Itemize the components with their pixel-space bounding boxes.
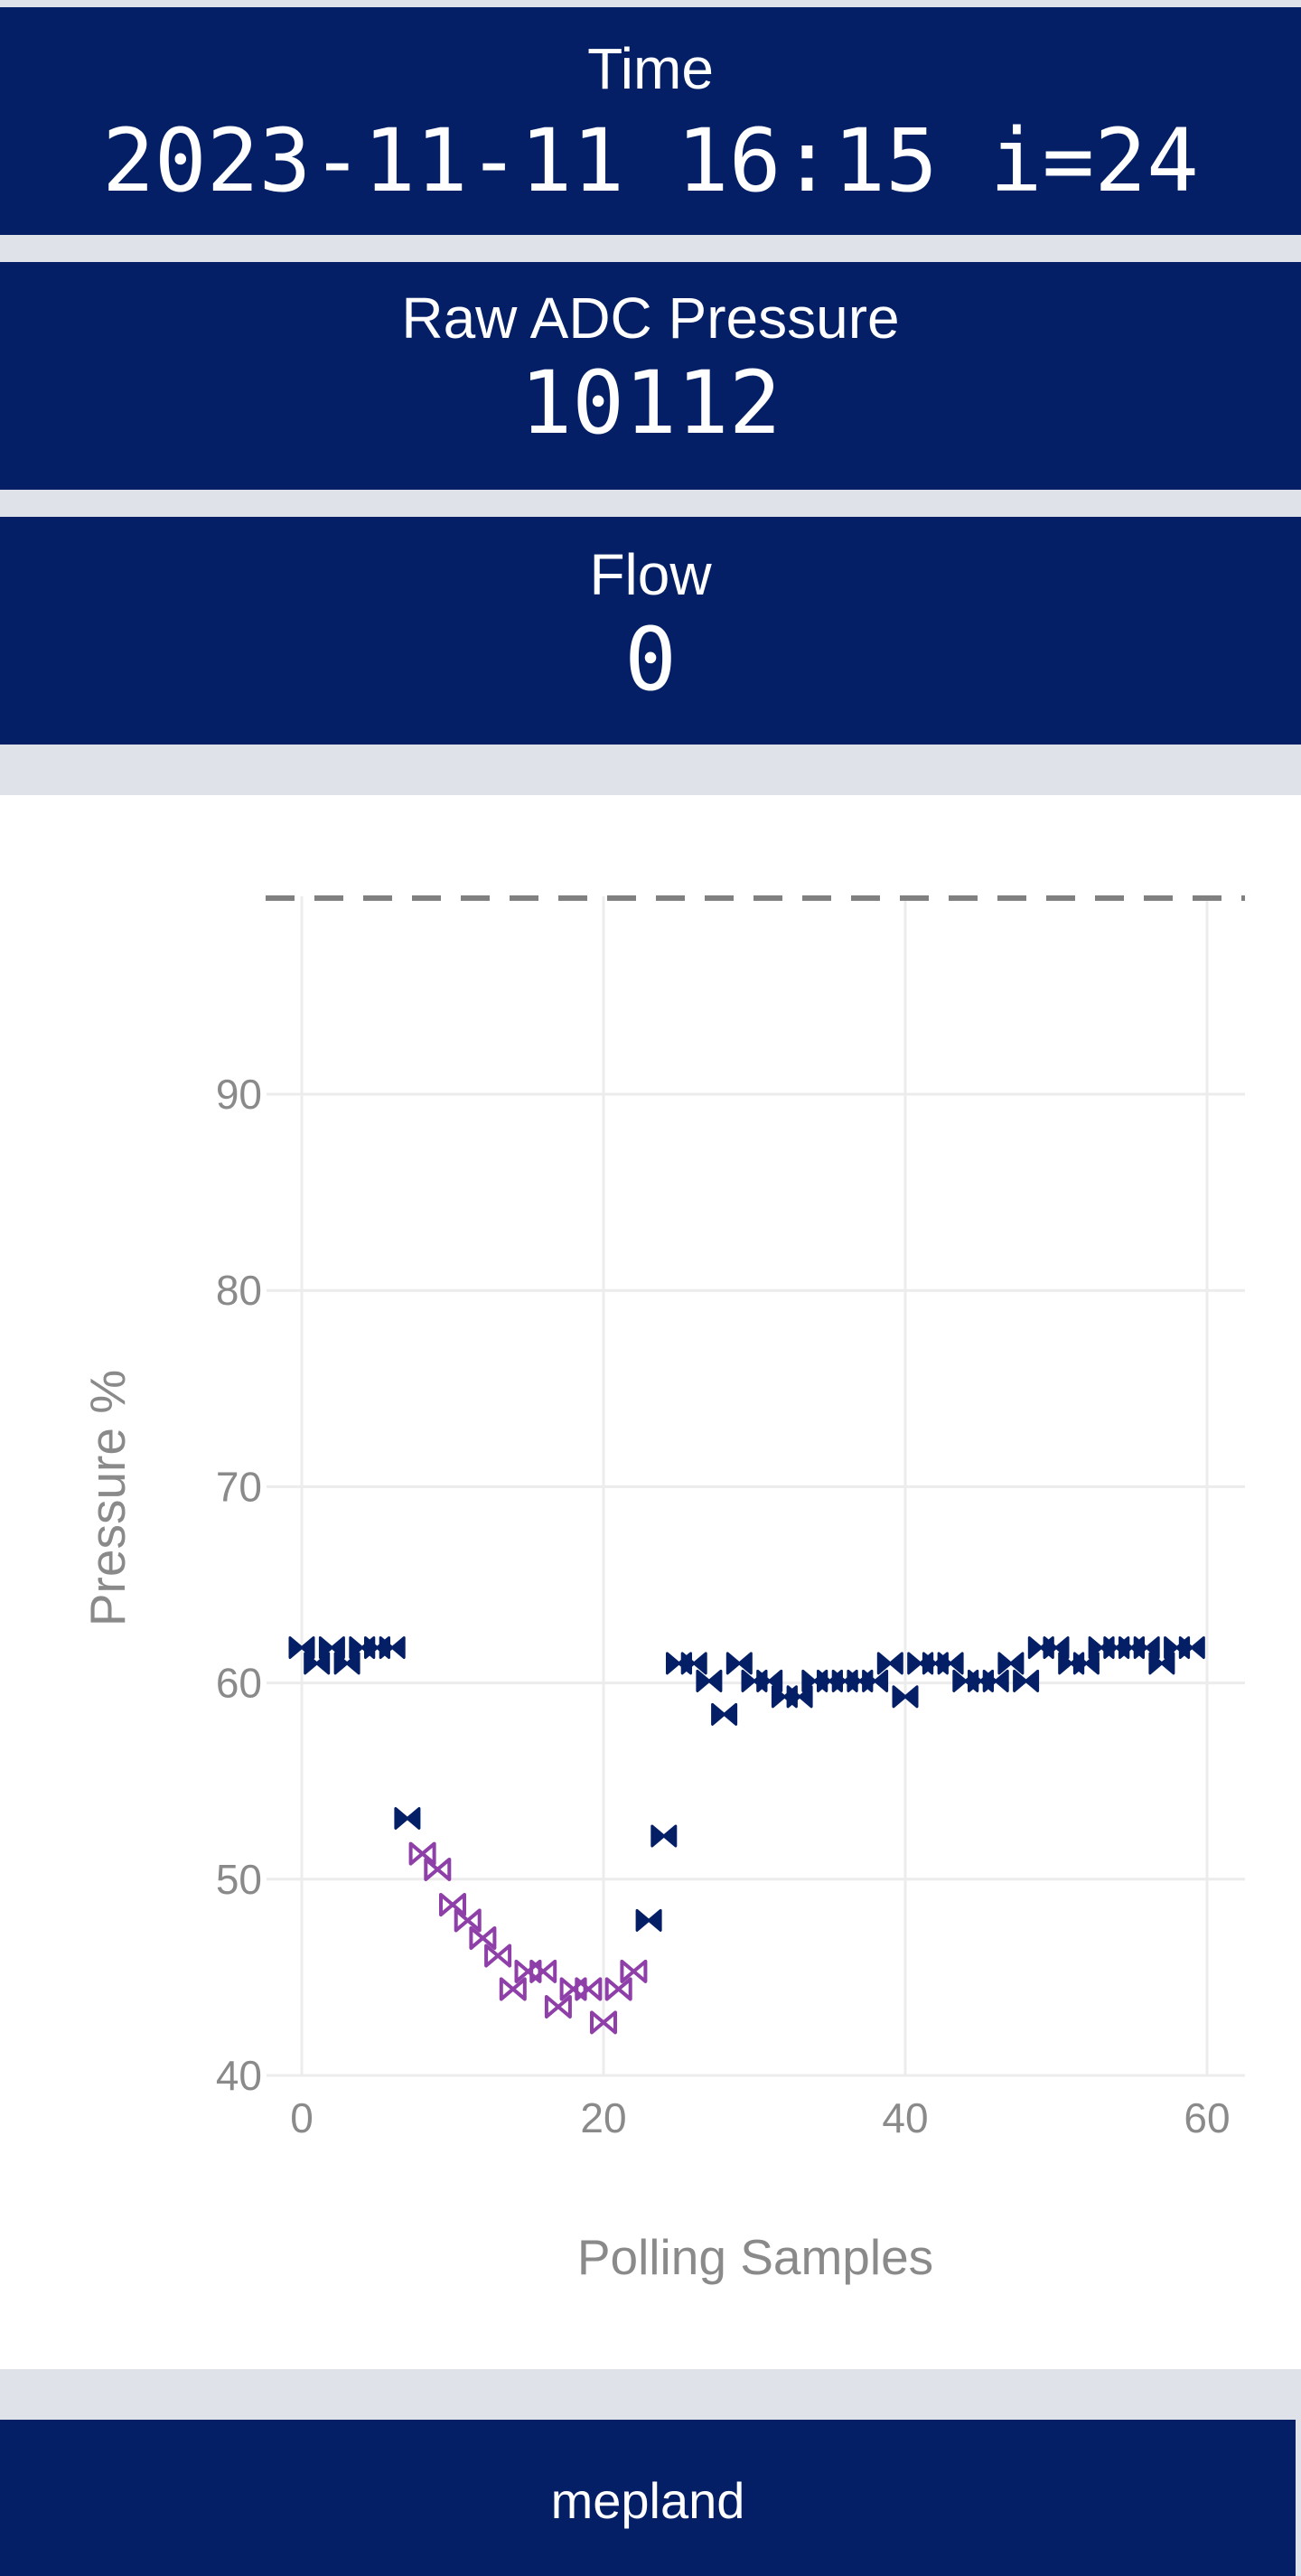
y-axis-label: Pressure % — [80, 1370, 136, 1626]
data-point — [862, 1669, 889, 1692]
data-point-low — [544, 1994, 572, 2019]
data-point — [288, 1636, 315, 1660]
data-point — [1072, 1652, 1100, 1675]
time-value: 2023-11-11 16:15 i=24 — [102, 110, 1199, 211]
footer-brand[interactable]: mepland — [550, 2472, 745, 2529]
data-point-low — [559, 1977, 587, 2001]
y-tick-label: 80 — [216, 1267, 262, 1314]
data-point — [680, 1652, 707, 1675]
chart-points — [288, 1636, 1205, 2035]
data-point — [982, 1669, 1009, 1692]
data-point-low — [408, 1841, 436, 1866]
x-tick-label: 40 — [882, 2094, 928, 2141]
data-point — [1043, 1636, 1070, 1660]
x-tick-label: 20 — [580, 2094, 626, 2141]
footer: mepland — [0, 2420, 1296, 2576]
data-point-low — [454, 1908, 482, 1933]
data-point — [379, 1636, 406, 1660]
y-tick-label: 50 — [216, 1856, 262, 1903]
y-tick-label: 70 — [216, 1463, 262, 1510]
flow-label: Flow — [589, 542, 712, 607]
data-point-low — [620, 1959, 648, 1983]
data-point-low — [575, 1977, 603, 2001]
x-tick-label: 0 — [290, 2094, 314, 2141]
raw-pressure-label: Raw ADC Pressure — [401, 286, 900, 351]
data-point — [1133, 1636, 1160, 1660]
data-point-low — [514, 1959, 542, 1983]
time-label: Time — [587, 36, 714, 101]
data-point — [650, 1824, 678, 1848]
data-point — [318, 1636, 345, 1660]
y-tick-label: 60 — [216, 1660, 262, 1707]
data-point-low — [529, 1959, 557, 1983]
flow-value: 0 — [624, 609, 677, 710]
data-point — [1148, 1652, 1175, 1675]
flow-card: Flow 0 — [0, 517, 1301, 745]
data-point — [1013, 1669, 1040, 1692]
data-point — [876, 1652, 903, 1675]
y-tick-label: 40 — [216, 2052, 262, 2099]
raw-pressure-value: 10112 — [519, 352, 782, 454]
data-point — [304, 1652, 331, 1675]
y-tick-label: 90 — [216, 1071, 262, 1118]
x-axis-label: Polling Samples — [577, 2229, 933, 2285]
data-point-low — [424, 1857, 452, 1881]
data-point — [333, 1652, 360, 1675]
data-point — [635, 1908, 662, 1932]
data-point-low — [590, 2010, 617, 2035]
pressure-chart: 40 50 60 70 80 90 0 20 40 60 Polling Samples Pres… — [80, 895, 1245, 2285]
data-point — [997, 1652, 1025, 1675]
data-point — [786, 1685, 813, 1709]
data-point-low — [499, 1977, 527, 2001]
data-point — [937, 1652, 964, 1675]
data-point-low — [484, 1944, 512, 1968]
pressure-chart-panel: 40 50 60 70 80 90 0 20 40 60 Polling Samples Pres… — [0, 795, 1301, 2369]
time-card: Time 2023-11-11 16:15 i=24 — [0, 7, 1301, 235]
data-point — [1178, 1636, 1205, 1660]
data-point-low — [469, 1925, 497, 1950]
data-point — [394, 1806, 421, 1830]
data-point — [696, 1669, 723, 1692]
data-point — [892, 1685, 919, 1709]
x-tick-label: 60 — [1184, 2094, 1230, 2141]
data-point — [725, 1652, 753, 1675]
data-point — [756, 1669, 783, 1692]
chart-grid — [267, 896, 1245, 2077]
data-point-low — [604, 1977, 632, 2001]
chart-ticks: 40 50 60 70 80 90 0 20 40 60 — [216, 1071, 1231, 2141]
data-point-low — [439, 1893, 466, 1917]
raw-pressure-card: Raw ADC Pressure 10112 — [0, 262, 1301, 490]
data-point — [711, 1702, 738, 1726]
